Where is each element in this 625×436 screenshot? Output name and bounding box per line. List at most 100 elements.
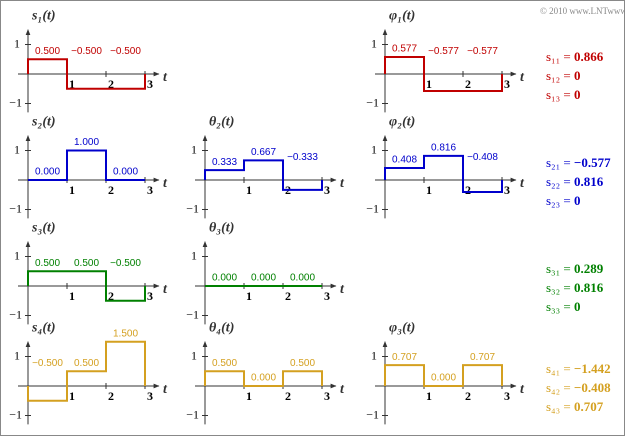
x-tick-label: 1 [246, 389, 252, 403]
segment-value: 0.707 [392, 352, 417, 363]
y-tick-label: 1 [14, 348, 20, 362]
panel-title: s₂(t) [31, 115, 56, 130]
x-tick-label: 2 [465, 389, 471, 403]
coefficient-label: s₁₂ = [546, 68, 574, 83]
segment-value: 0.333 [212, 157, 237, 168]
y-tick-label: 1 [191, 248, 197, 262]
x-axis-label: t [163, 176, 168, 191]
x-tick-label: 1 [69, 183, 75, 197]
coefficient-label: s₄₁ = [546, 361, 574, 376]
coefficient-value: 0.289 [574, 261, 604, 276]
coefficient: s₁₃ = 0 [546, 87, 580, 102]
x-tick-label: 3 [504, 77, 510, 91]
x-axis-label: t [163, 70, 168, 85]
x-tick-label: 3 [324, 289, 330, 303]
coefficient-value: −1.442 [574, 361, 611, 376]
segment-value: −0.577 [467, 46, 498, 57]
coefficient-label: s₁₃ = [546, 87, 574, 102]
segment-value: 0.408 [392, 155, 417, 166]
panel-title: s₃(t) [31, 221, 56, 236]
y-tick-label: 1 [191, 142, 197, 156]
x-tick-label: 3 [147, 183, 153, 197]
x-axis-label: t [520, 176, 525, 191]
coefficient-label: s₃₂ = [546, 280, 574, 295]
segment-value: −0.408 [467, 152, 498, 163]
coefficient-label: s₃₁ = [546, 261, 574, 276]
x-tick-label: 3 [324, 389, 330, 403]
segment-value: 0.000 [431, 373, 456, 384]
y-tick-label: −1 [366, 95, 379, 109]
signal [28, 149, 145, 181]
coefficient: s₂₃ = 0 [546, 193, 580, 208]
y-tick-label: −1 [186, 307, 199, 321]
y-tick-label: 1 [371, 348, 377, 362]
y-tick-label: −1 [186, 201, 199, 215]
x-tick-label: 2 [465, 77, 471, 91]
coefficient-value: 0.816 [574, 174, 604, 189]
segment-value: 0.000 [290, 273, 315, 284]
x-tick-label: 1 [426, 389, 432, 403]
coefficient-value: −0.408 [574, 380, 611, 395]
y-tick-label: 1 [14, 248, 20, 262]
x-tick-label: 3 [504, 183, 510, 197]
segment-value: 0.000 [251, 373, 276, 384]
panel-title: φ₁(t) [389, 9, 415, 24]
segment-value: 0.500 [290, 358, 315, 369]
x-tick-label: 2 [465, 183, 471, 197]
x-axis-label: t [163, 382, 168, 397]
coefficient: s₃₁ = 0.289 [546, 261, 604, 276]
x-tick-label: 3 [504, 389, 510, 403]
coefficient-label: s₄₃ = [546, 399, 574, 414]
panel-title: φ₂(t) [389, 115, 415, 130]
segment-value: 0.000 [113, 167, 138, 178]
coefficient: s₁₂ = 0 [546, 68, 580, 83]
y-tick-label: −1 [9, 407, 22, 421]
coefficient-value: −0.577 [574, 155, 611, 170]
copyright: © 2010 www.LNTwww.de [540, 6, 625, 16]
x-axis-label: t [340, 282, 345, 297]
y-tick-label: −1 [366, 201, 379, 215]
x-tick-label: 2 [108, 289, 114, 303]
panel-title: s₄(t) [31, 321, 56, 336]
coefficient: s₄₂ = −0.408 [546, 380, 611, 395]
segment-value: 0.500 [35, 46, 60, 57]
y-tick-label: 1 [371, 142, 377, 156]
signal [384, 154, 503, 194]
segment-value: 0.000 [35, 167, 60, 178]
signal [27, 58, 146, 90]
signal [384, 364, 503, 387]
coefficient-label: s₂₂ = [546, 174, 574, 189]
panel-title: θ₃(t) [209, 221, 234, 236]
segment-value: −0.500 [110, 46, 141, 57]
segment-value: 1.000 [74, 137, 99, 148]
x-tick-label: 2 [108, 183, 114, 197]
x-tick-label: 1 [426, 183, 432, 197]
coefficient-value: 0 [574, 87, 581, 102]
signal [204, 370, 323, 387]
coefficient-value: 0.707 [574, 399, 604, 414]
segment-value: 0.577 [392, 44, 417, 55]
y-tick-label: 1 [371, 36, 377, 50]
x-tick-label: 1 [69, 77, 75, 91]
x-axis-label: t [520, 70, 525, 85]
coefficient-value: 0.866 [574, 49, 604, 64]
coefficient-label: s₄₂ = [546, 380, 574, 395]
segment-value: −0.333 [287, 152, 318, 163]
segment-value: −0.577 [428, 46, 459, 57]
segment-value: 0.500 [212, 358, 237, 369]
coefficient-label: s₂₁ = [546, 155, 574, 170]
panel-title: s₁(t) [31, 9, 56, 24]
y-tick-label: −1 [9, 95, 22, 109]
coefficient: s₂₂ = 0.816 [546, 174, 604, 189]
x-tick-label: 2 [108, 389, 114, 403]
signal [27, 340, 146, 402]
x-tick-label: 3 [147, 289, 153, 303]
coefficient-label: s₁₁ = [546, 49, 574, 64]
x-axis-label: t [520, 382, 525, 397]
segment-value: 0.500 [74, 358, 99, 369]
y-tick-label: −1 [366, 407, 379, 421]
x-tick-label: 1 [246, 183, 252, 197]
coefficient-value: 0 [574, 68, 581, 83]
